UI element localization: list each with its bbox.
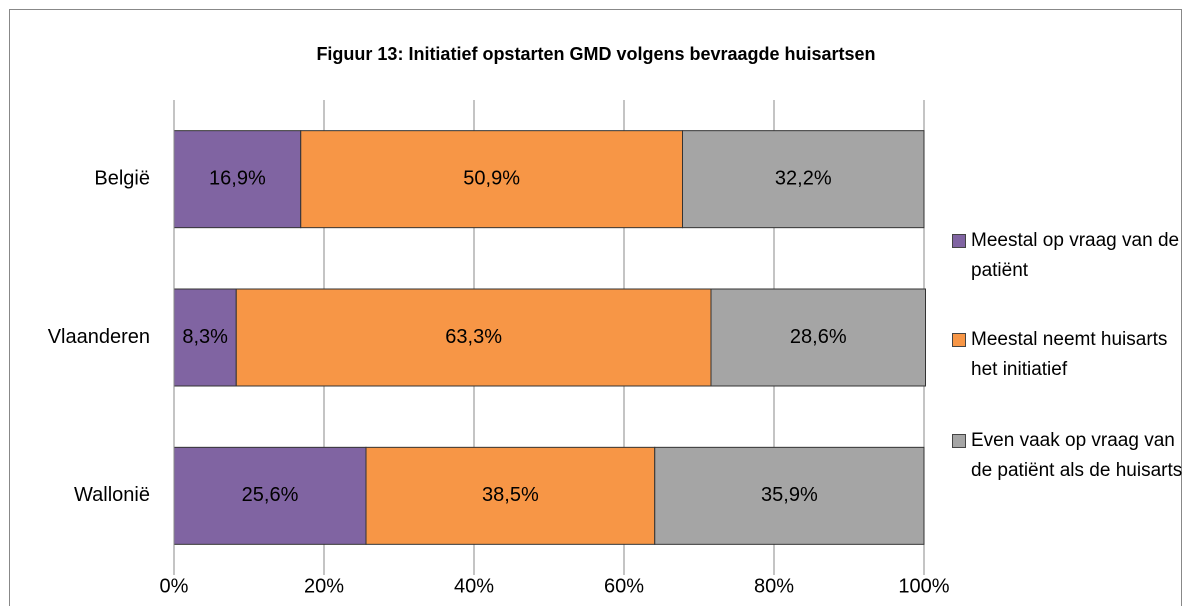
y-tick-label: Wallonië: [74, 484, 150, 506]
data-label: 63,3%: [445, 326, 502, 348]
data-label: 8,3%: [182, 326, 228, 348]
bar-segment: [300, 130, 683, 229]
x-tick-label: 20%: [304, 575, 344, 597]
bar-segment: [235, 288, 712, 387]
bar-segment: [654, 446, 925, 545]
bar-segment: [365, 446, 656, 545]
y-tick-label: België: [94, 167, 150, 189]
chart-border: [9, 9, 1182, 606]
x-tick-label: 80%: [754, 575, 794, 597]
legend-swatch: [952, 234, 966, 248]
legend-label: Even vaak op vraag van de patiënt als de…: [971, 430, 1183, 481]
legend-item: Meestal neemt huisarts het initiatief: [952, 325, 1184, 385]
bar-segment: [710, 288, 926, 387]
data-label: 28,6%: [790, 326, 847, 348]
data-label: 32,2%: [775, 167, 832, 189]
x-tick-label: 60%: [604, 575, 644, 597]
x-tick-label: 0%: [160, 575, 189, 597]
x-tick-label: 40%: [454, 575, 494, 597]
chart-title: Figuur 13: Initiatief opstarten GMD volg…: [316, 44, 875, 64]
legend-item: Meestal op vraag van de patiënt: [952, 226, 1184, 286]
bar-segment: [173, 446, 367, 545]
data-label: 16,9%: [209, 167, 266, 189]
legend-label: Meestal neemt huisarts het initiatief: [971, 329, 1168, 380]
legend-swatch: [952, 434, 966, 448]
y-tick-label: Vlaanderen: [48, 326, 150, 348]
data-label: 25,6%: [242, 484, 299, 506]
legend-label: Meestal op vraag van de patiënt: [971, 230, 1180, 281]
x-tick-label: 100%: [898, 575, 949, 597]
data-label: 38,5%: [482, 484, 539, 506]
bar-segment: [682, 130, 925, 229]
data-label: 50,9%: [463, 167, 520, 189]
legend-swatch: [952, 333, 966, 347]
data-label: 35,9%: [761, 484, 818, 506]
legend-item: Even vaak op vraag van de patiënt als de…: [952, 426, 1184, 486]
